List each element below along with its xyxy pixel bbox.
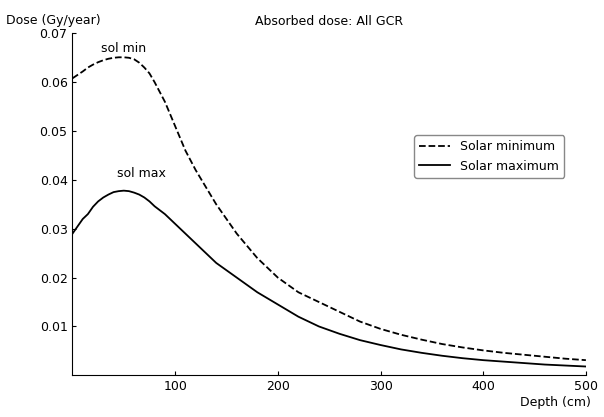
Text: sol max: sol max [117,167,165,180]
Solar minimum [418,337,425,342]
Legend: Solar minimum, Solar maximum: Solar minimum, Solar maximum [414,136,564,178]
Solar minimum [274,275,281,280]
Solar maximum [85,211,92,216]
Solar minimum [135,60,143,65]
Solar maximum [192,241,199,246]
Solar minimum [233,231,240,236]
Solar maximum [274,302,281,307]
Solar maximum [521,361,528,366]
Solar maximum [562,363,569,368]
Solar minimum [69,76,76,81]
Text: sol min: sol min [101,43,146,55]
Solar maximum [94,199,101,204]
Solar maximum [582,364,590,369]
Solar minimum [254,256,261,261]
Solar minimum [172,124,179,129]
Solar minimum [89,62,97,67]
Solar maximum [115,188,122,193]
Solar minimum [315,299,323,304]
Text: Dose (Gy/year): Dose (Gy/year) [6,13,100,27]
Title: Absorbed dose: All GCR: Absorbed dose: All GCR [255,15,403,28]
Solar minimum [151,80,158,85]
Solar maximum [151,204,158,209]
Solar maximum [79,216,86,221]
Solar minimum [120,55,127,60]
Solar minimum [100,58,107,63]
Solar minimum [213,202,220,207]
Solar maximum [182,231,189,236]
Solar minimum [336,309,343,314]
Solar minimum [85,65,92,70]
Solar maximum [254,290,261,295]
Solar minimum [192,168,199,173]
Solar maximum [377,342,384,347]
Solar maximum [213,261,220,266]
Line: Solar minimum: Solar minimum [72,57,586,360]
Solar maximum [356,338,364,343]
Solar minimum [115,55,122,60]
Solar minimum [141,65,148,70]
Solar maximum [100,195,107,200]
Solar minimum [130,57,138,62]
Solar minimum [397,332,405,337]
Solar minimum [110,55,117,60]
Solar maximum [459,356,466,361]
Solar maximum [130,190,138,195]
Solar minimum [146,71,153,76]
Solar minimum [459,345,466,350]
Solar maximum [500,359,507,364]
Solar minimum [126,55,133,60]
Solar maximum [110,190,117,195]
Solar maximum [161,211,169,216]
Solar minimum [295,290,302,295]
Solar maximum [295,314,302,319]
Solar minimum [562,356,569,361]
Solar maximum [336,331,343,336]
Solar minimum [500,350,507,355]
Solar minimum [439,342,446,347]
Solar maximum [480,358,487,363]
Solar maximum [141,195,148,200]
Solar maximum [74,224,81,229]
Solar minimum [541,354,548,359]
Solar maximum [146,199,153,204]
Solar maximum [172,221,179,226]
Solar minimum [182,148,189,153]
Solar maximum [69,231,76,236]
Line: Solar maximum: Solar maximum [72,191,586,367]
Solar maximum [135,192,143,197]
Solar maximum [418,350,425,355]
Solar maximum [126,188,133,193]
Solar maximum [397,347,405,352]
Solar minimum [377,327,384,332]
Solar minimum [582,358,590,363]
Solar maximum [89,204,97,209]
Solar minimum [94,60,101,65]
Solar minimum [521,352,528,357]
Solar maximum [105,192,112,197]
Solar maximum [315,324,323,329]
Solar minimum [161,99,169,104]
Solar minimum [480,348,487,353]
Solar minimum [356,319,364,324]
Solar maximum [541,362,548,367]
Solar maximum [233,275,240,280]
Solar minimum [79,69,86,74]
Solar minimum [105,56,112,61]
Text: Depth (cm): Depth (cm) [520,396,591,409]
Solar maximum [120,188,127,193]
Solar minimum [74,73,81,78]
Solar maximum [439,353,446,358]
